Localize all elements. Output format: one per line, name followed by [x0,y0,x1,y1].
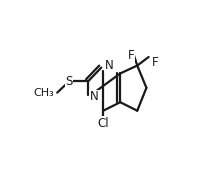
Text: F: F [152,56,158,69]
Text: N: N [89,90,98,104]
Text: F: F [127,49,134,62]
Text: CH₃: CH₃ [33,88,54,98]
Text: N: N [104,59,113,72]
Text: S: S [65,75,73,88]
Text: Cl: Cl [97,117,109,130]
